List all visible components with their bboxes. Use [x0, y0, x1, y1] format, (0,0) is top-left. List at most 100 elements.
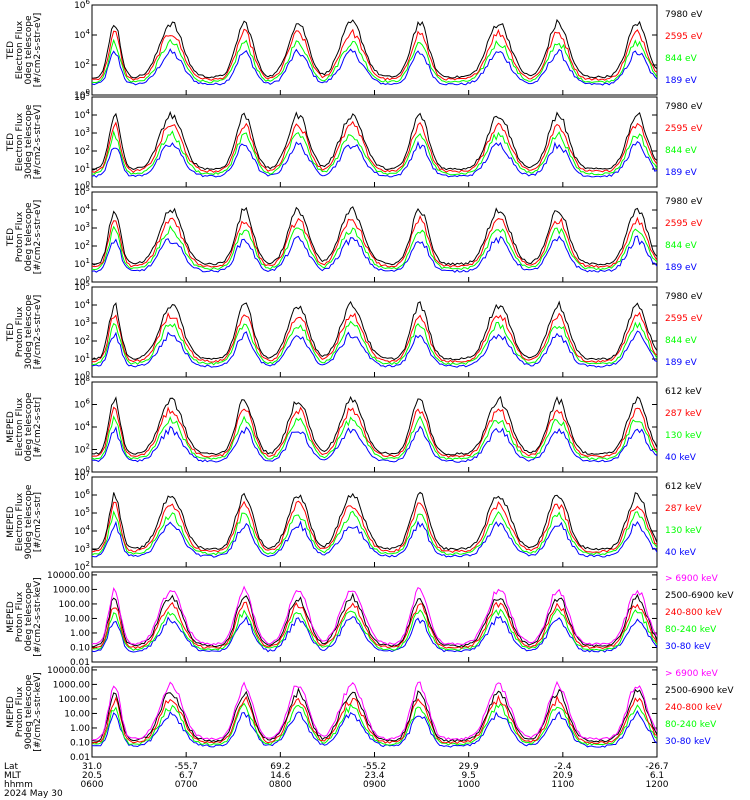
x-tick-label: -2.4 — [554, 762, 572, 772]
series-line — [92, 48, 657, 86]
y-tick-label: 100 — [74, 88, 90, 101]
legend-entry: > 6900 keV — [665, 669, 719, 679]
y-axis-label: 0deg telescope — [24, 582, 34, 652]
y-tick-label: 103 — [74, 542, 90, 555]
x-tick-label: 14.6 — [270, 771, 290, 781]
data-traces — [92, 206, 657, 273]
series-line — [92, 110, 657, 171]
legend-entry: 844 eV — [665, 54, 698, 64]
data-traces — [92, 395, 657, 463]
series-line — [92, 510, 657, 556]
y-tick-label: 104 — [74, 108, 90, 121]
series-line — [92, 710, 657, 748]
panel-frame — [91, 571, 658, 663]
y-tick-label: 102 — [74, 144, 90, 157]
legend-entry: 2595 eV — [665, 124, 703, 134]
panel-meped-proton-0: 0.01 0.10 1.00 10.00 100.00 1000.00 10000.00 ME… — [6, 571, 734, 668]
legend-entry: 40 keV — [665, 453, 697, 463]
data-traces — [92, 680, 657, 748]
y-tick-label: 1.00 — [70, 724, 90, 734]
y-tick-label: 107 — [74, 470, 90, 483]
y-axis-label: Proton Flux — [15, 306, 25, 357]
legend-entry: 844 eV — [665, 241, 698, 251]
y-axis-label: Proton Flux — [15, 686, 25, 737]
date-label: 2024 May 30 — [4, 789, 63, 799]
legend-entry: 7980 eV — [665, 292, 703, 302]
series-line — [92, 395, 657, 456]
y-axis-label: Proton Flux — [15, 211, 25, 262]
legend-entry: 7980 eV — [665, 102, 703, 112]
y-axis-label: MEPED — [6, 411, 16, 443]
y-tick-label: 101 — [74, 352, 90, 365]
x-tick-label: 29.9 — [459, 762, 479, 772]
panel-meped-proton-90: 0.01 0.10 1.00 10.00 100.00 1000.00 10000.00 ME… — [6, 666, 734, 763]
y-tick-label: 1.00 — [70, 629, 90, 639]
y-tick-label: 104 — [74, 298, 90, 311]
x-tick-label: 20.5 — [82, 771, 102, 781]
legend-entry: 189 eV — [665, 168, 698, 178]
legend-entry: 2500-6900 keV — [665, 686, 734, 696]
legend-entry: 844 eV — [665, 146, 698, 156]
legend-entry: 287 keV — [665, 409, 702, 419]
panel-meped-electron-0: 100 102 104 106 108 MEPED Electron Flux 0deg te… — [6, 375, 702, 478]
y-tick-label: 108 — [74, 375, 90, 388]
y-tick-label: 102 — [74, 239, 90, 252]
y-axis-label: TED — [6, 133, 16, 152]
x-row-label: hhmm — [4, 780, 33, 790]
legend-entry: 189 eV — [665, 358, 698, 368]
x-tick-label: 0900 — [363, 780, 386, 790]
legend-entry: 2595 eV — [665, 32, 703, 42]
series-line — [92, 415, 657, 461]
y-tick-label: 1000.00 — [53, 680, 90, 690]
x-tick-label: 69.2 — [270, 762, 290, 772]
series-line — [92, 680, 657, 741]
y-tick-label: 106 — [74, 488, 90, 501]
series-line — [92, 225, 657, 271]
legend-entry: 30-80 keV — [665, 737, 711, 747]
x-tick-label: -26.7 — [645, 762, 668, 772]
x-tick-label: 6.1 — [650, 771, 664, 781]
y-tick-label: 100.00 — [59, 695, 91, 705]
y-axis-label: [#/cm2-s-str-eV] — [33, 13, 43, 88]
legend-entry: 240-800 keV — [665, 703, 723, 713]
x-tick-label: -55.7 — [175, 762, 198, 772]
legend-entry: 612 keV — [665, 387, 702, 397]
series-line — [92, 585, 657, 646]
y-axis-label: TED — [6, 41, 16, 60]
legend-entry: 80-240 keV — [665, 625, 717, 635]
x-row-label: Lat — [4, 762, 19, 772]
y-tick-label: 0.10 — [70, 738, 90, 748]
legend-entry: 2595 eV — [665, 219, 703, 229]
series-line — [92, 425, 657, 463]
panel-frame — [91, 4, 658, 96]
legend-entry: 2595 eV — [665, 314, 703, 324]
series-line — [92, 330, 657, 368]
x-row-label: MLT — [4, 771, 22, 781]
panel-frame — [91, 286, 658, 378]
series-line — [92, 311, 657, 363]
panel-ted-proton-30: 100 101 102 103 104 105 TED Proton Flux 30deg te… — [6, 280, 703, 383]
data-traces — [92, 300, 657, 368]
x-tick-label: 0700 — [175, 780, 198, 790]
x-tick-label: 20.9 — [553, 771, 573, 781]
y-tick-label: 10.00 — [64, 709, 90, 719]
panel-frame — [91, 666, 658, 758]
legend-entry: 7980 eV — [665, 197, 703, 207]
series-line — [92, 235, 657, 273]
y-axis-label: [#/cm2-s-str-eV] — [33, 105, 43, 180]
legend-entry: 30-80 keV — [665, 642, 711, 652]
legend-entry: 40 keV — [665, 548, 697, 558]
x-tick-label: 31.0 — [82, 762, 102, 772]
y-tick-label: 103 — [74, 316, 90, 329]
y-tick-label: 1000.00 — [53, 585, 90, 595]
y-axis-label: 30deg telescope — [24, 294, 34, 369]
series-line — [92, 687, 657, 743]
y-tick-label: 105 — [74, 506, 90, 519]
x-tick-label: 0800 — [269, 780, 292, 790]
y-tick-label: 0.10 — [70, 643, 90, 653]
x-tick-label: 23.4 — [364, 771, 384, 781]
y-tick-label: 101 — [74, 257, 90, 270]
series-line — [92, 491, 657, 551]
data-traces — [92, 110, 657, 178]
